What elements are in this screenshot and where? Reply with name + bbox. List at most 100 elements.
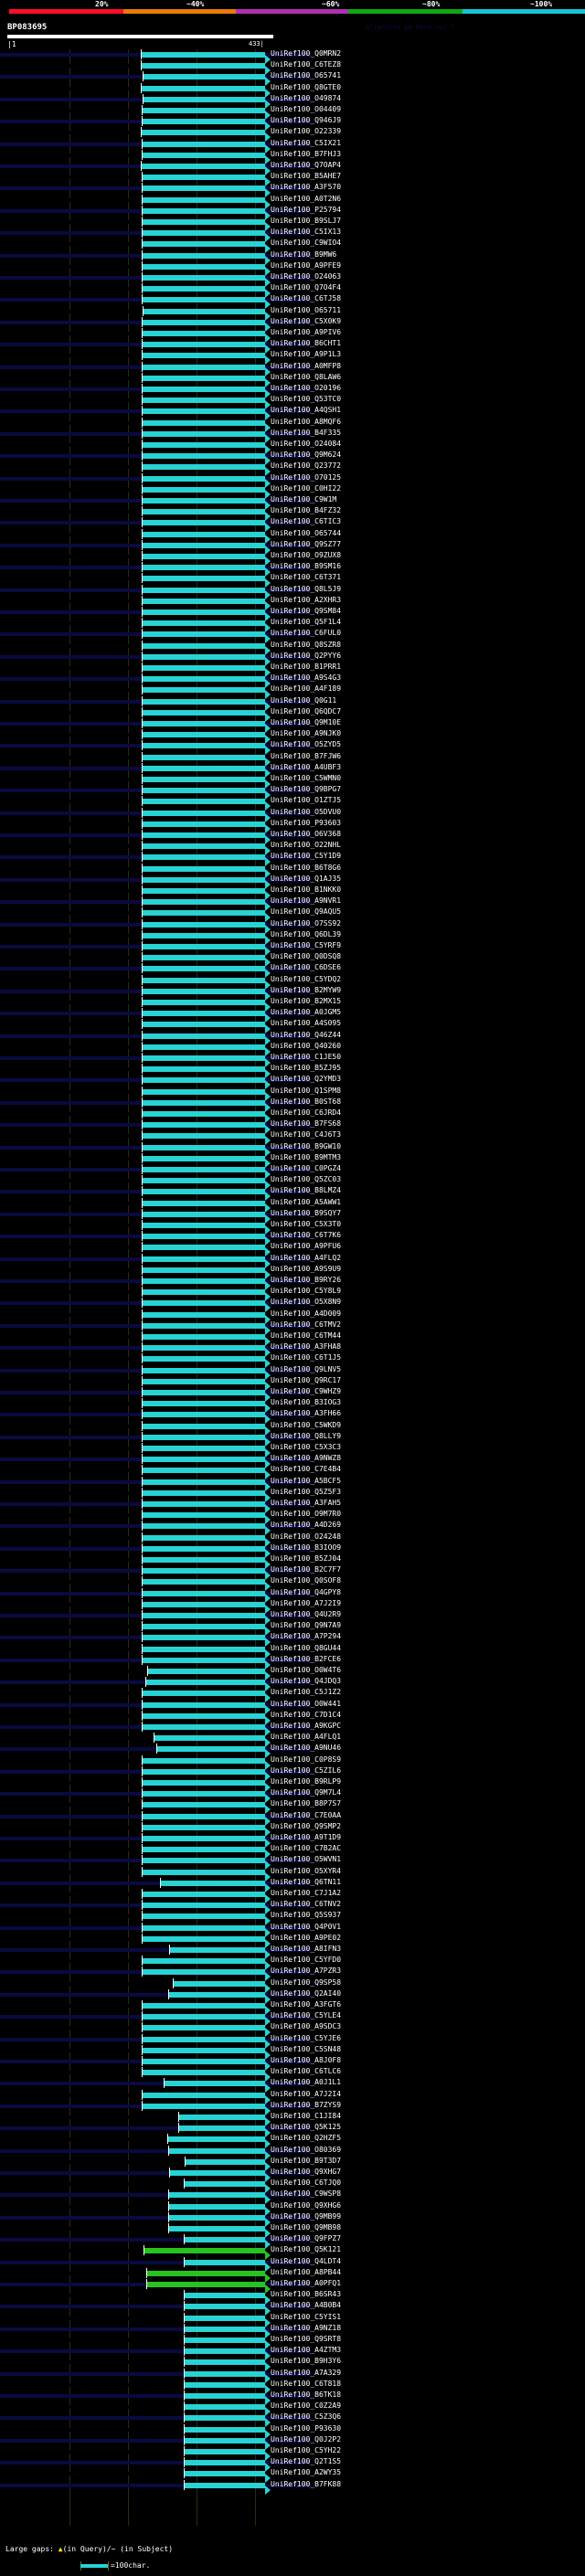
alignment-bar[interactable] (143, 1768, 265, 1775)
alignment-row[interactable]: UniRef100_Q8SZR8 (0, 640, 585, 655)
hit-accession-label[interactable]: UniRef100_Q4P0V1 (271, 1922, 342, 1931)
hit-accession-label[interactable]: UniRef100_Q46Z44 (271, 1030, 342, 1039)
alignment-row[interactable]: UniRef100_C5Y1D9 (0, 852, 585, 867)
alignment-bar[interactable] (143, 1077, 265, 1084)
alignment-row[interactable]: UniRef100_O0W441 (0, 1699, 585, 1714)
hit-accession-label[interactable]: UniRef100_C6TLC6 (271, 2067, 342, 2076)
alignment-bar[interactable] (143, 1468, 265, 1474)
alignment-bar[interactable] (143, 1412, 265, 1418)
hit-accession-label[interactable]: UniRef100_Q4LDT4 (271, 2256, 342, 2265)
hit-accession-label[interactable]: UniRef100_B4F335 (271, 428, 342, 437)
alignment-row[interactable]: UniRef100_C1JE50 (0, 1053, 585, 1067)
alignment-row[interactable]: UniRef100_B9GW10 (0, 1141, 585, 1157)
alignment-row[interactable]: UniRef100_C6TMV2 (0, 1320, 585, 1335)
alignment-bar[interactable] (143, 1489, 265, 1496)
alignment-row[interactable]: UniRef100_O9ZUX8 (0, 551, 585, 566)
hit-accession-label[interactable]: UniRef100_C7J1A2 (271, 1889, 342, 1897)
hit-accession-label[interactable]: UniRef100_A3F570 (271, 183, 342, 192)
alignment-row[interactable]: UniRef100_C6TEZ8 (0, 60, 585, 76)
hit-accession-label[interactable]: UniRef100_C5IX13 (271, 228, 342, 237)
hit-accession-label[interactable]: UniRef100_A3FH66 (271, 1409, 342, 1418)
hit-accession-label[interactable]: UniRef100_C4J6T3 (271, 1130, 342, 1140)
alignment-bar[interactable] (143, 865, 265, 872)
alignment-row[interactable]: UniRef100_A0JGM5 (0, 1008, 585, 1023)
alignment-bar[interactable] (143, 1479, 265, 1485)
hit-accession-label[interactable]: UniRef100_P93630 (271, 2423, 342, 2433)
hit-accession-label[interactable]: UniRef100_C6T371 (271, 573, 342, 582)
hit-accession-label[interactable]: UniRef100_Q9RC17 (271, 1375, 342, 1384)
hit-accession-label[interactable]: UniRef100_Q9N7A9 (271, 1621, 342, 1630)
alignment-bar[interactable] (185, 2370, 265, 2377)
alignment-row[interactable]: UniRef100_C0P8S9 (0, 1754, 585, 1770)
alignment-row[interactable]: UniRef100_Q2PYY6 (0, 651, 585, 666)
alignment-bar[interactable] (143, 832, 265, 838)
alignment-row[interactable]: UniRef100_C6JRD4 (0, 1108, 585, 1123)
alignment-row[interactable]: UniRef100_O5X8N9 (0, 1298, 585, 1313)
alignment-bar[interactable] (143, 1367, 265, 1373)
alignment-row[interactable]: UniRef100_A9T1D9 (0, 1833, 585, 1848)
alignment-bar[interactable] (143, 152, 265, 158)
alignment-bar[interactable] (143, 1446, 265, 1451)
hit-accession-label[interactable]: UniRef100_A9PE02 (271, 1933, 342, 1942)
hit-accession-label[interactable]: UniRef100_B7FS68 (271, 1119, 342, 1129)
alignment-bar[interactable] (185, 2471, 265, 2477)
alignment-bar[interactable] (144, 2248, 265, 2254)
alignment-row[interactable]: UniRef100_Q8GU44 (0, 1643, 585, 1659)
alignment-bar[interactable] (143, 2070, 265, 2076)
alignment-row[interactable]: UniRef100_C6T818 (0, 2379, 585, 2394)
hit-accession-label[interactable]: UniRef100_Q40260 (271, 1041, 342, 1050)
alignment-bar[interactable] (143, 932, 265, 938)
hit-accession-label[interactable]: UniRef100_B9RLP9 (271, 1777, 342, 1786)
alignment-bar[interactable] (143, 498, 265, 504)
alignment-bar[interactable] (143, 955, 265, 961)
alignment-row[interactable]: UniRef100_B2FCE6 (0, 1654, 585, 1670)
alignment-bar[interactable] (143, 531, 265, 537)
alignment-bar[interactable] (143, 598, 265, 604)
alignment-row[interactable]: UniRef100_P93603 (0, 818, 585, 833)
hit-accession-label[interactable]: UniRef100_A5BCF5 (271, 1476, 342, 1485)
hit-accession-label[interactable]: UniRef100_C9WHZ9 (271, 1387, 342, 1395)
alignment-bar[interactable] (143, 1300, 265, 1307)
alignment-bar[interactable] (143, 408, 265, 415)
alignment-row[interactable]: UniRef100_Q9N7A9 (0, 1621, 585, 1637)
alignment-bar[interactable] (143, 475, 265, 482)
hit-accession-label[interactable]: UniRef100_Q4U2R9 (271, 1610, 342, 1618)
alignment-bar[interactable] (185, 2404, 265, 2411)
alignment-row[interactable]: UniRef100_Q9MB98 (0, 2223, 585, 2238)
alignment-bar[interactable] (143, 1189, 265, 1195)
alignment-row[interactable]: UniRef100_Q4U2R9 (0, 1610, 585, 1625)
alignment-bar[interactable] (143, 754, 265, 760)
hit-accession-label[interactable]: UniRef100_A9PIV6 (271, 328, 342, 336)
alignment-bar[interactable] (143, 1836, 265, 1841)
hit-accession-label[interactable]: UniRef100_C5YFD0 (271, 1956, 342, 1965)
hit-accession-label[interactable]: UniRef100_C5IX21 (271, 138, 342, 147)
hit-accession-label[interactable]: UniRef100_C9WSP8 (271, 2189, 342, 2199)
alignment-bar[interactable] (143, 665, 265, 671)
alignment-row[interactable]: UniRef100_C5Z3Q6 (0, 2412, 585, 2428)
hit-accession-label[interactable]: UniRef100_A0J1L1 (271, 2078, 342, 2087)
alignment-bar[interactable] (185, 2326, 265, 2332)
alignment-row[interactable]: UniRef100_Q9LNV5 (0, 1364, 585, 1380)
alignment-bar[interactable] (143, 1712, 265, 1719)
alignment-row[interactable]: UniRef100_A0J1L1 (0, 2078, 585, 2094)
alignment-row[interactable]: UniRef100_A4QSH1 (0, 406, 585, 421)
alignment-row[interactable]: UniRef100_Q7OAP4 (0, 161, 585, 175)
alignment-row[interactable]: UniRef100_Q9RC17 (0, 1375, 585, 1391)
alignment-row[interactable]: UniRef100_A4D269 (0, 1521, 585, 1536)
alignment-row[interactable]: UniRef100_Q5S937 (0, 1911, 585, 1926)
alignment-row[interactable]: UniRef100_C6DSE6 (0, 963, 585, 979)
alignment-row[interactable]: UniRef100_A2XHR3 (0, 595, 585, 610)
hit-accession-label[interactable]: UniRef100_Q9LNV5 (271, 1364, 342, 1373)
alignment-bar[interactable] (142, 52, 265, 58)
alignment-bar[interactable] (157, 1746, 265, 1753)
alignment-row[interactable]: UniRef100_B8LMZ4 (0, 1186, 585, 1202)
hit-accession-label[interactable]: UniRef100_B9SQY7 (271, 1208, 342, 1217)
alignment-row[interactable]: UniRef100_Q8L5J9 (0, 584, 585, 599)
alignment-row[interactable]: UniRef100_Q40260 (0, 1041, 585, 1056)
alignment-bar[interactable] (186, 2158, 265, 2165)
hit-accession-label[interactable]: UniRef100_Q5F1L4 (271, 618, 342, 627)
alignment-row[interactable]: UniRef100_C9W1M (0, 495, 585, 510)
hit-accession-label[interactable]: UniRef100_C6TMV2 (271, 1320, 342, 1329)
alignment-row[interactable]: UniRef100_O5XYR4 (0, 1866, 585, 1882)
alignment-row[interactable]: UniRef100_B4F335 (0, 428, 585, 443)
